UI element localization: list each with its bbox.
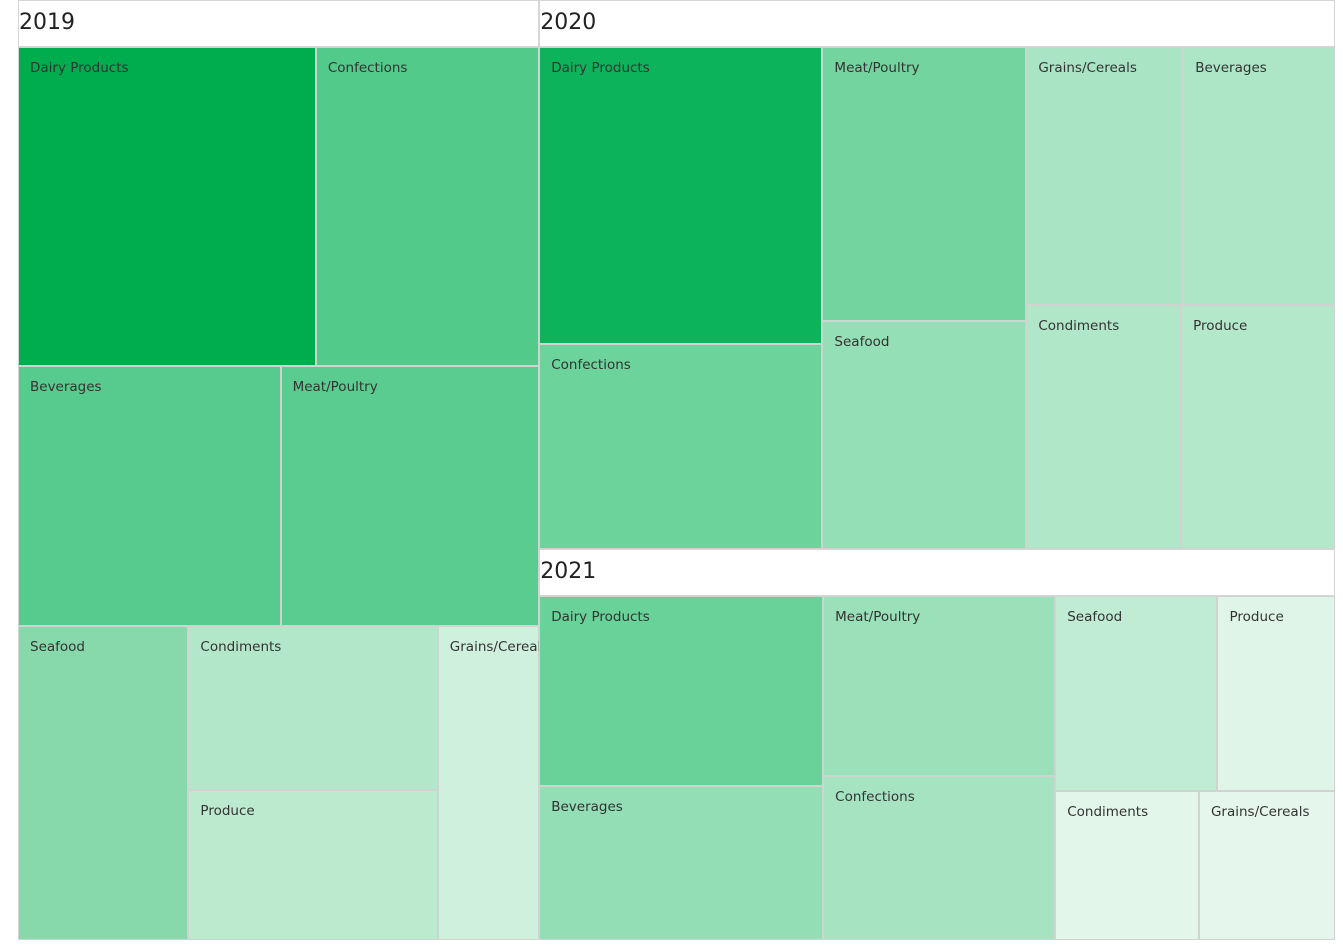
treemap-cell: Confections xyxy=(539,344,823,549)
treemap-cell: Dairy Products xyxy=(539,595,824,787)
treemap-cell: Beverages xyxy=(1183,47,1335,305)
treemap-cell: Grains/Cereals xyxy=(1198,791,1335,940)
cell-label: Beverages xyxy=(1195,60,1267,76)
treemap-cell: Condiments xyxy=(188,626,438,790)
treemap-cell: Dairy Products xyxy=(18,47,316,366)
cell-label: Confections xyxy=(835,789,915,806)
cell-label: Grains/Cereals xyxy=(1038,60,1137,76)
cell-label: Seafood xyxy=(30,639,85,656)
treemap-cell: Beverages xyxy=(539,786,824,940)
treemap-cell: Condiments xyxy=(1026,304,1182,549)
treemap-cell: Meat/Poultry xyxy=(822,47,1027,321)
group-title: 2020 xyxy=(540,10,597,35)
cell-label: Condiments xyxy=(1038,317,1120,334)
cell-label: Condiments xyxy=(1067,804,1149,821)
cell-label: Dairy Products xyxy=(30,60,129,76)
cell-label: Confections xyxy=(551,357,631,374)
treemap-cell: Seafood xyxy=(1055,595,1218,792)
cell-label: Condiments xyxy=(200,639,282,656)
cell-label: Produce xyxy=(1193,317,1248,334)
cell-label: Beverages xyxy=(30,378,102,395)
group-header: 2020 xyxy=(539,0,1335,47)
treemap-cell: Produce xyxy=(1181,304,1335,549)
treemap-cell: Seafood xyxy=(18,626,189,940)
treemap-cell: Confections xyxy=(823,776,1056,940)
cell-label: Confections xyxy=(327,60,408,76)
cell-label: Produce xyxy=(200,802,255,819)
cell-label: Grains/Cereals xyxy=(449,639,540,656)
cell-label: Seafood xyxy=(834,333,890,350)
treemap-cell: Dairy Products xyxy=(539,47,823,345)
group-title: 2021 xyxy=(540,558,597,584)
cell-label: Seafood xyxy=(1067,608,1123,625)
cell-label: Dairy Products xyxy=(551,608,650,625)
group-header: 2021 xyxy=(539,548,1335,596)
cell-label: Meat/Poultry xyxy=(292,378,378,395)
treemap-cell: Seafood xyxy=(822,320,1027,549)
treemap-cell: Produce xyxy=(188,789,438,940)
cell-label: Dairy Products xyxy=(551,60,650,76)
treemap-cell: Confections xyxy=(315,47,540,366)
group-title: 2019 xyxy=(19,10,75,35)
cell-label: Produce xyxy=(1229,608,1284,625)
treemap-cell: Produce xyxy=(1217,595,1335,792)
cell-label: Beverages xyxy=(551,799,623,816)
treemap-cell: Beverages xyxy=(18,365,281,627)
cell-label: Meat/Poultry xyxy=(835,608,921,625)
treemap-cell: Meat/Poultry xyxy=(280,365,540,627)
treemap-cell: Condiments xyxy=(1055,791,1199,940)
treemap-cell: Grains/Cereals xyxy=(1026,47,1184,305)
cell-label: Grains/Cereals xyxy=(1210,804,1310,821)
treemap-cell: Grains/Cereals xyxy=(437,626,540,940)
cell-label: Meat/Poultry xyxy=(834,60,920,76)
treemap-cell: Meat/Poultry xyxy=(823,595,1056,777)
group-header: 2019 xyxy=(18,0,540,47)
